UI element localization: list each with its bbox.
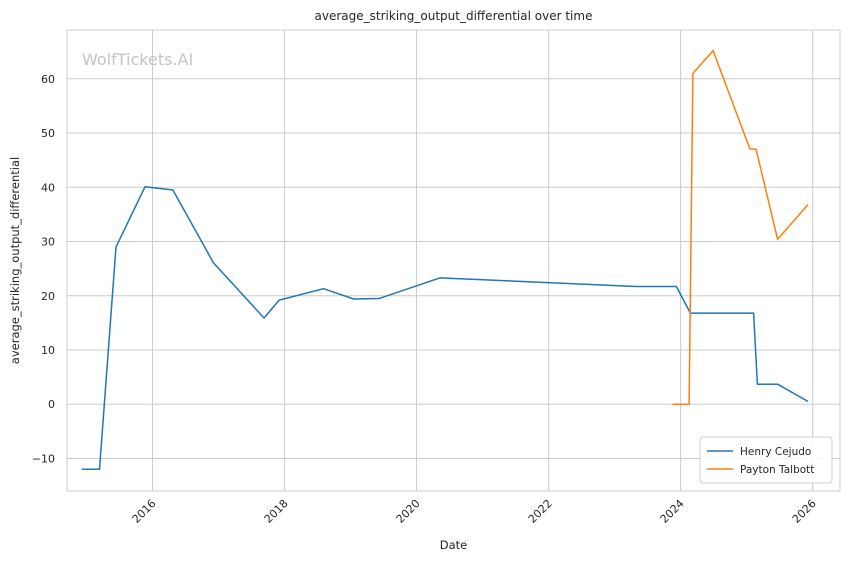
y-tick-label: −10 bbox=[32, 452, 55, 465]
chart-title: average_striking_output_differential ove… bbox=[315, 9, 593, 23]
y-tick-label: 60 bbox=[41, 73, 55, 86]
series-line bbox=[672, 49, 809, 405]
x-grid bbox=[151, 30, 814, 491]
y-tick-label: 40 bbox=[41, 181, 55, 194]
y-axis-title: average_striking_output_differential bbox=[8, 157, 22, 364]
y-tick-label: 10 bbox=[41, 344, 55, 357]
y-tick-label: 30 bbox=[41, 236, 55, 249]
y-tick-label: 0 bbox=[48, 398, 55, 411]
series-line bbox=[81, 185, 809, 471]
plot-frame bbox=[66, 29, 841, 492]
x-axis-title: Date bbox=[440, 538, 468, 552]
legend-label: Henry Cejudo bbox=[740, 446, 811, 458]
y-tick-label: 50 bbox=[41, 127, 55, 140]
series-layer bbox=[81, 49, 809, 471]
legend: Henry Cejudo Payton Talbott bbox=[699, 436, 833, 484]
watermark: WolfTickets.AI bbox=[82, 50, 193, 69]
legend-label: Payton Talbott bbox=[740, 464, 814, 476]
y-tick-labels: −10 0 10 20 30 40 50 60 bbox=[32, 73, 55, 466]
y-tick-label: 20 bbox=[41, 290, 55, 303]
legend-box bbox=[699, 436, 833, 484]
